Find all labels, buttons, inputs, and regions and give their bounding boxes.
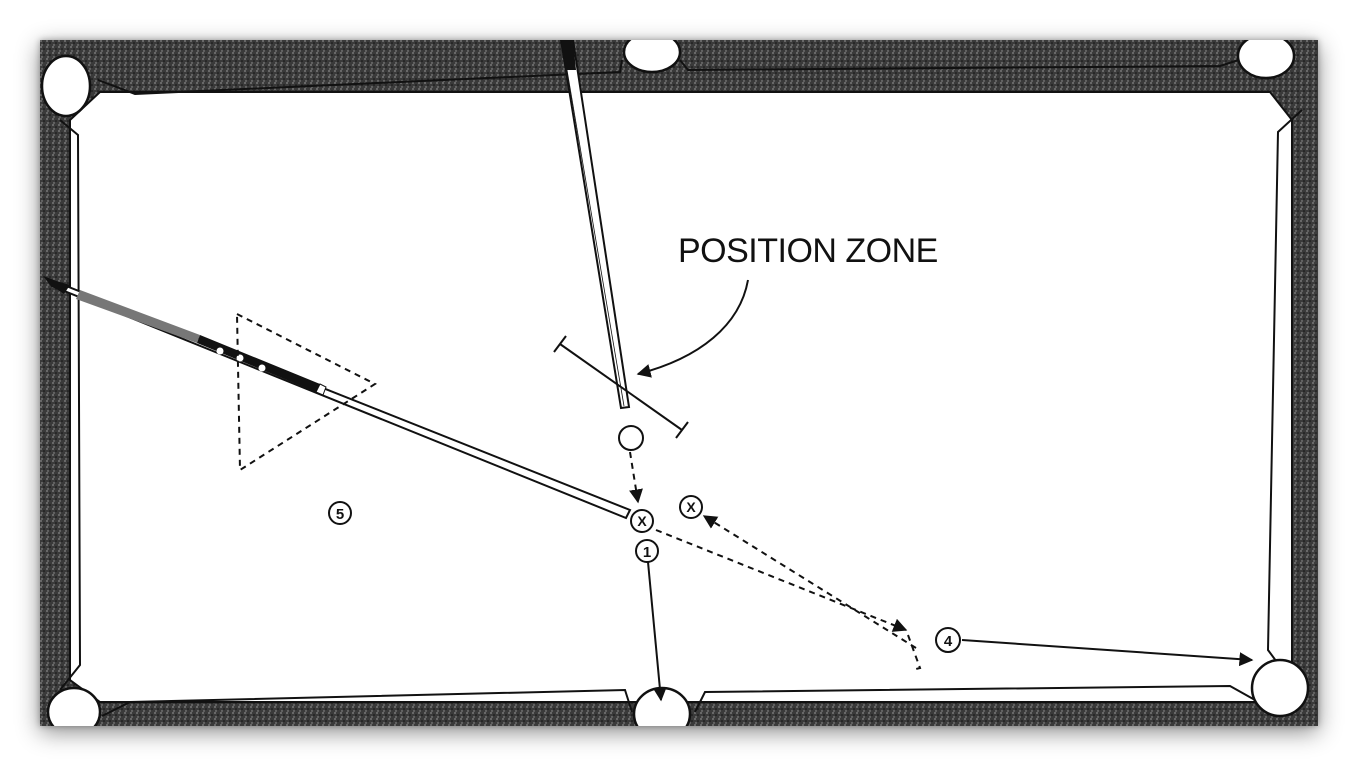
svg-text:1: 1 — [643, 544, 651, 561]
cue-ball — [618, 425, 644, 451]
ghost-ball-x-2: X — [679, 495, 703, 519]
svg-text:5: 5 — [336, 506, 344, 523]
pocket-top-left — [40, 54, 92, 118]
pocket-top-center — [622, 40, 682, 74]
svg-text:X: X — [637, 513, 647, 529]
position-zone-bar — [553, 335, 689, 439]
cue-stick-diagonal — [43, 275, 632, 520]
pocket-top-right — [1236, 40, 1296, 80]
dashed-triangle-zone — [235, 312, 378, 472]
svg-text:X: X — [686, 499, 696, 515]
cue-stick-vertical — [559, 40, 631, 410]
ball-5: 5 — [328, 501, 352, 525]
ball-1: 1 — [635, 539, 659, 563]
pool-table-diagram: POSITION ZONE X X 1 4 — [40, 40, 1318, 726]
ghost-ball-x-1: X — [630, 509, 654, 533]
pockets — [40, 40, 1310, 726]
pocket-bottom-left — [46, 686, 102, 726]
shot-paths-dashed — [629, 451, 922, 671]
table-cloth — [69, 91, 1293, 703]
svg-text:4: 4 — [944, 633, 953, 650]
ball-4: 4 — [935, 627, 961, 653]
pocket-bottom-right — [1250, 658, 1310, 718]
diagram-frame: POSITION ZONE X X 1 4 — [40, 40, 1318, 726]
position-zone-label: POSITION ZONE — [678, 232, 938, 270]
shot-paths-solid — [647, 561, 1254, 702]
position-zone-arrow — [636, 279, 749, 378]
